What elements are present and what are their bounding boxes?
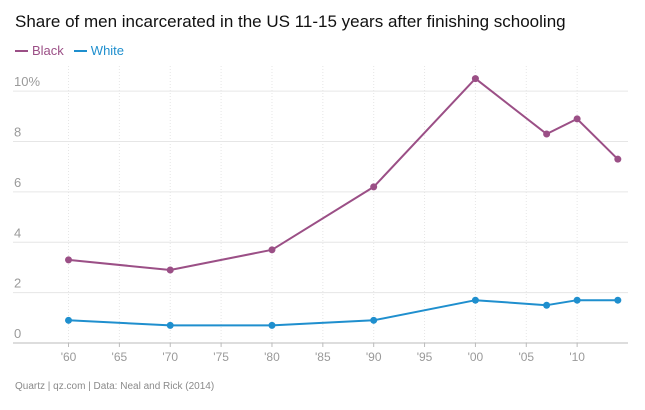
data-point-white: [166, 321, 174, 329]
x-tick-label: '05: [518, 350, 534, 364]
data-point-black: [370, 183, 378, 191]
x-tick-label: '85: [315, 350, 331, 364]
series-line-black: [68, 77, 619, 271]
x-tick-label: '10: [569, 350, 585, 364]
y-tick-label: 10%: [14, 74, 40, 89]
data-point-black: [543, 130, 551, 138]
legend-swatch-white: [73, 49, 87, 52]
y-tick-label: 6: [14, 175, 21, 190]
data-point-black: [166, 266, 174, 274]
x-tick-label: '90: [366, 350, 382, 364]
x-tick-label: '95: [417, 350, 433, 364]
chart-title: Share of men incarcerated in the US 11-1…: [15, 12, 566, 31]
series-line-white: [68, 299, 618, 327]
x-tick-label: '60: [61, 350, 77, 364]
legend: Black White: [15, 43, 134, 58]
y-tick-label: 2: [14, 276, 21, 291]
legend-swatch-black: [15, 49, 28, 52]
data-point-white: [268, 321, 276, 329]
data-point-white: [471, 296, 479, 304]
legend-item-black: Black: [15, 43, 64, 58]
data-point-black: [573, 115, 581, 123]
data-point-black: [614, 155, 622, 163]
legend-item-white: White: [73, 43, 125, 58]
x-tick-label: '80: [264, 350, 280, 364]
data-point-white: [65, 316, 73, 324]
x-tick-label: '00: [468, 350, 484, 364]
legend-label-white: White: [90, 43, 125, 58]
legend-label-black: Black: [32, 43, 64, 58]
data-point-white: [573, 296, 581, 304]
y-tick-label: 8: [14, 125, 21, 140]
data-point-white: [543, 301, 551, 309]
source-note: Quartz | qz.com | Data: Neal and Rick (2…: [15, 381, 215, 392]
x-tick-label: '75: [213, 350, 229, 364]
y-tick-label: 0: [14, 326, 21, 341]
x-tick-label: '70: [162, 350, 178, 364]
y-tick-label: 4: [14, 225, 21, 240]
x-tick-label: '65: [112, 350, 128, 364]
data-point-black: [471, 75, 479, 83]
data-point-black: [65, 256, 73, 264]
data-point-white: [614, 296, 622, 304]
data-point-black: [268, 246, 276, 254]
data-point-white: [370, 316, 378, 324]
